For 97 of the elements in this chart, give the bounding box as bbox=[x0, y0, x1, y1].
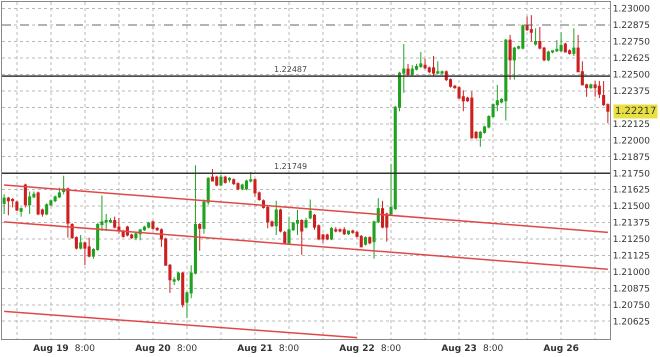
candlestick bbox=[228, 176, 232, 183]
y-tick-label: 1.22625 bbox=[612, 54, 650, 64]
x-tick-label: Aug 22 bbox=[339, 344, 375, 354]
candlestick bbox=[36, 191, 40, 216]
candlestick bbox=[253, 178, 257, 198]
x-tick-label: Aug 26 bbox=[543, 344, 579, 354]
candlestick bbox=[83, 241, 86, 266]
candlestick bbox=[20, 206, 23, 218]
candlestick bbox=[594, 80, 597, 98]
candlestick bbox=[351, 229, 354, 234]
y-tick-label: 1.22875 bbox=[612, 21, 650, 32]
candlestick bbox=[58, 187, 61, 199]
candlestick bbox=[79, 234, 82, 250]
candlestick bbox=[360, 234, 363, 248]
x-tick-label: Aug 19 bbox=[33, 344, 69, 354]
candlestick bbox=[419, 52, 422, 68]
candlestick bbox=[512, 46, 516, 80]
candlestick bbox=[410, 64, 414, 76]
y-tick-label: 1.21875 bbox=[612, 152, 650, 163]
y-tick-label: 1.21625 bbox=[612, 186, 650, 196]
candlestick bbox=[338, 228, 342, 233]
candlestick bbox=[283, 230, 286, 245]
ref-line-label: 1.22487 bbox=[274, 65, 308, 74]
candlestick bbox=[24, 183, 27, 208]
candlestick bbox=[504, 38, 508, 121]
y-tick-label: 1.22500 bbox=[612, 70, 650, 81]
candlestick bbox=[240, 183, 244, 191]
candlestick bbox=[134, 232, 138, 241]
candlestick bbox=[176, 271, 180, 282]
y-tick-label: 1.22000 bbox=[612, 136, 650, 146]
candlestick bbox=[6, 196, 10, 216]
candlestick bbox=[432, 55, 436, 76]
y-tick-label: 1.22375 bbox=[612, 87, 650, 98]
x-tick-label: 8:00 bbox=[74, 344, 96, 354]
candlestick bbox=[589, 83, 592, 90]
candlestick bbox=[151, 220, 154, 230]
candlestick bbox=[147, 221, 150, 229]
candlestick bbox=[181, 271, 184, 308]
candlestick bbox=[236, 182, 240, 191]
y-tick-label: 1.20750 bbox=[612, 300, 650, 311]
y-tick-label: 1.20625 bbox=[612, 317, 650, 328]
text: 1.22217 bbox=[615, 106, 656, 117]
candlestick bbox=[334, 226, 338, 233]
candlestick bbox=[462, 90, 465, 112]
candlestick bbox=[534, 28, 538, 46]
candlestick bbox=[278, 208, 282, 233]
y-tick-label: 1.22125 bbox=[612, 120, 650, 130]
y-tick-label: 1.23000 bbox=[612, 4, 650, 15]
candlestick bbox=[530, 14, 533, 42]
candlestick bbox=[300, 218, 304, 256]
candlestick bbox=[368, 236, 372, 245]
candlestick bbox=[364, 236, 368, 246]
candlestick bbox=[560, 32, 563, 53]
y-tick-label: 1.21000 bbox=[612, 268, 650, 278]
candlestick bbox=[598, 80, 601, 99]
candlestick bbox=[572, 28, 576, 56]
candlestick bbox=[287, 216, 291, 245]
candlestick bbox=[436, 60, 440, 75]
y-tick-label: 1.20875 bbox=[612, 284, 650, 294]
x-tick-label: Aug 23 bbox=[441, 344, 477, 354]
candlestick bbox=[2, 194, 6, 214]
x-tick-label: 8:00 bbox=[176, 344, 198, 354]
candlestick bbox=[330, 226, 334, 241]
x-tick-label: Aug 21 bbox=[237, 344, 273, 354]
candlestick bbox=[15, 200, 18, 212]
candlestick bbox=[346, 230, 350, 236]
ref-line-label: 1.21749 bbox=[274, 162, 308, 171]
candlestick bbox=[28, 191, 32, 214]
candlestick bbox=[304, 217, 308, 229]
candlestick bbox=[198, 222, 202, 252]
y-tick-label: 1.21125 bbox=[612, 252, 650, 262]
candlestick bbox=[45, 202, 48, 216]
x-tick-label: 8:00 bbox=[278, 344, 300, 354]
candlestick bbox=[296, 209, 300, 236]
y-tick-label: 1.21250 bbox=[612, 235, 650, 246]
y-tick-label: 1.22750 bbox=[612, 38, 650, 48]
candlestick bbox=[219, 174, 223, 187]
y-tick-label: 1.21750 bbox=[612, 169, 650, 180]
x-tick-label: 8:00 bbox=[380, 344, 402, 354]
candlestick bbox=[326, 233, 329, 241]
candlestick bbox=[308, 198, 312, 220]
candlestick bbox=[546, 50, 550, 62]
candlestick bbox=[508, 34, 512, 80]
candlestick bbox=[224, 175, 227, 184]
candlestick bbox=[117, 217, 120, 234]
candlestick bbox=[470, 91, 474, 140]
y-tick-label: 1.21500 bbox=[612, 202, 650, 212]
candlestick bbox=[564, 42, 567, 53]
candlestick bbox=[66, 187, 70, 238]
x-tick-label: Aug 20 bbox=[135, 344, 171, 354]
candlestick bbox=[406, 63, 410, 76]
y-tick-label: 1.21375 bbox=[612, 218, 650, 229]
candlestick bbox=[274, 200, 278, 236]
candlestick bbox=[342, 226, 346, 236]
candlestick bbox=[424, 58, 427, 70]
x-tick-label: 8:00 bbox=[482, 344, 504, 354]
candlestick bbox=[521, 24, 524, 50]
